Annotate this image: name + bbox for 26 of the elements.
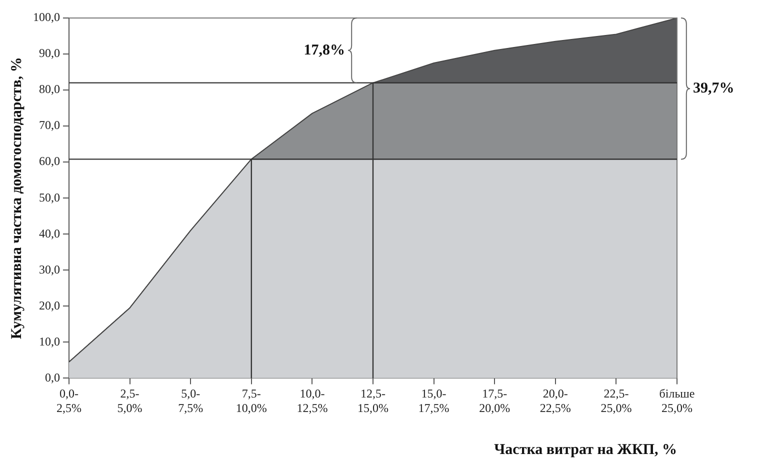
y-tick-label: 10,0 — [39, 334, 60, 348]
y-tick-label: 60,0 — [39, 154, 60, 168]
x-tick-label: 22,5-25,0% — [600, 386, 632, 415]
x-tick-label: 5,0-7,5% — [178, 386, 204, 415]
y-axis-title: Кумулятивна частка домогосподарств, % — [8, 57, 25, 340]
x-axis-title: Частка витрат на ЖКП, % — [494, 442, 677, 458]
x-tick-label: 20,0-22,5% — [540, 386, 571, 415]
y-tick-label: 40,0 — [39, 226, 60, 240]
x-tick-label: 2,5-5,0% — [117, 386, 142, 415]
annotation: 17,8% — [304, 42, 345, 58]
y-tick-label: 20,0 — [39, 298, 60, 312]
x-tick-label: 15,0-17,5% — [418, 386, 450, 415]
y-tick-label: 90,0 — [39, 46, 60, 60]
y-tick-label: 0,0 — [45, 370, 60, 384]
x-tick-label: 7,5-10,0% — [236, 386, 267, 415]
x-tick-label: 0,0-2,5% — [56, 386, 82, 415]
y-tick-label: 80,0 — [39, 82, 60, 96]
y-tick-label: 70,0 — [39, 118, 60, 132]
x-tick-label: 17,5-20,0% — [479, 386, 510, 415]
y-tick-label: 30,0 — [39, 262, 60, 276]
y-tick-label: 50,0 — [39, 190, 60, 204]
x-tick-label: 12,5-15,0% — [358, 386, 388, 415]
x-tick-label: більше 25,0% — [659, 386, 695, 415]
y-tick-label: 100,0 — [33, 10, 60, 24]
x-tick-label: 10,0-12,5% — [296, 386, 328, 415]
text: 39,7% — [693, 80, 734, 96]
